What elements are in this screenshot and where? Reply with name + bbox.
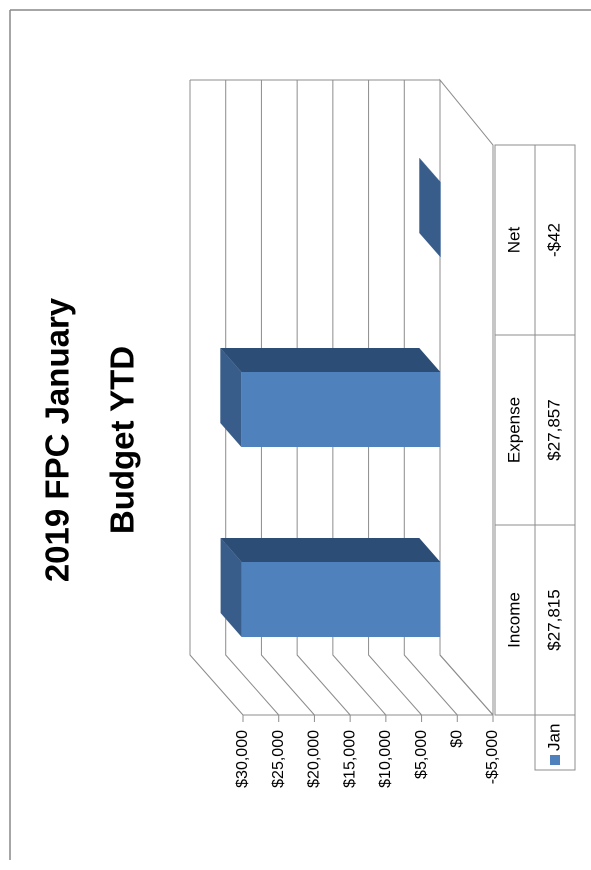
- category-label: Income: [504, 592, 523, 648]
- bar-side: [220, 348, 441, 372]
- y-tick-label: $5,000: [413, 730, 430, 779]
- legend-label: Jan: [544, 724, 563, 751]
- category-label: Expense: [504, 397, 523, 463]
- value-label: $27,815: [544, 589, 563, 650]
- bar: [241, 372, 441, 447]
- chart-title: 2019 FPC January: [39, 297, 76, 582]
- grid-line: [260, 80, 315, 716]
- grid-line: [225, 80, 280, 716]
- bar-side: [220, 538, 441, 562]
- legend-swatch: [550, 755, 560, 765]
- grid-line: [368, 80, 422, 716]
- grid-line: [332, 80, 387, 716]
- bar-top: [220, 348, 242, 447]
- bar: [440, 182, 441, 257]
- chart-title: Budget YTD: [104, 346, 141, 534]
- bar: [241, 562, 441, 637]
- grid-line: [189, 80, 244, 716]
- y-tick-label: $15,000: [341, 730, 358, 788]
- y-tick-label: $10,000: [377, 730, 394, 788]
- y-tick-label: $0: [449, 730, 466, 748]
- bar-top: [419, 158, 441, 257]
- legend-cell: [534, 714, 576, 771]
- y-tick-label: $20,000: [306, 730, 323, 788]
- y-tick-label: $30,000: [234, 730, 251, 788]
- table-cell: [534, 144, 576, 336]
- grid-line: [403, 80, 458, 716]
- grid-line: [439, 80, 494, 716]
- value-label: -$42: [544, 223, 563, 257]
- category-label: Net: [504, 227, 523, 254]
- rotated-chart: 2019 FPC January Budget YTD -$5,000 $0 $5,…: [39, 78, 576, 788]
- value-label: $27,857: [544, 399, 563, 460]
- bar-top: [220, 538, 242, 637]
- y-tick-label: -$5,000: [484, 730, 501, 784]
- bar-side: [419, 158, 441, 182]
- y-tick-label: $25,000: [270, 730, 287, 788]
- grid-line: [296, 80, 351, 716]
- floor: [439, 78, 494, 717]
